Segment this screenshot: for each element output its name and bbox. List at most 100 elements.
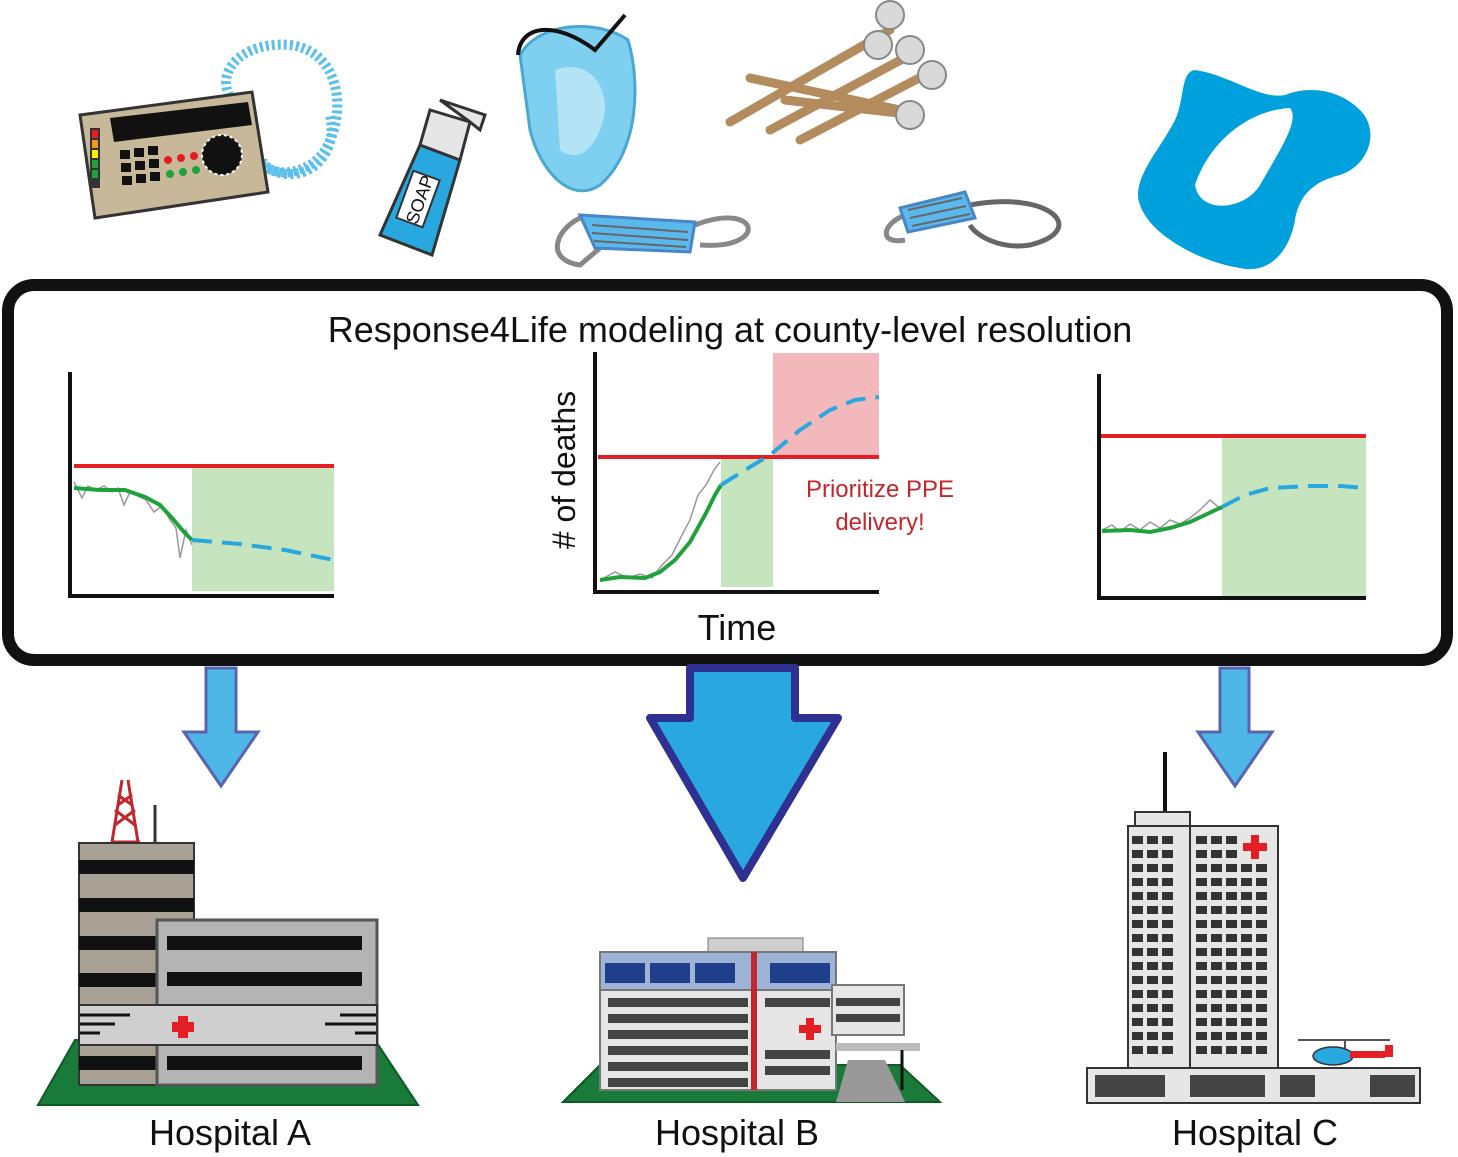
window: [1132, 878, 1143, 886]
safe-zone: [721, 457, 773, 587]
window: [1132, 1032, 1143, 1040]
window: [1226, 934, 1237, 942]
window: [1196, 892, 1207, 900]
window: [1226, 864, 1237, 872]
window: [1256, 906, 1267, 914]
window: [1226, 1018, 1237, 1026]
window: [1226, 836, 1237, 844]
window: [1132, 1004, 1143, 1012]
window: [1162, 1018, 1173, 1026]
window: [1211, 1032, 1222, 1040]
window: [1196, 934, 1207, 942]
safe-zone: [1222, 437, 1366, 597]
window: [1196, 962, 1207, 970]
window: [1211, 892, 1222, 900]
x-axis-label: Time: [698, 607, 777, 648]
forecast-line: [191, 538, 335, 562]
window: [1162, 1032, 1173, 1040]
window: [1132, 962, 1143, 970]
window: [1132, 1018, 1143, 1026]
window: [1147, 976, 1158, 984]
window: [1196, 878, 1207, 886]
window: [1256, 1018, 1267, 1026]
window: [1132, 920, 1143, 928]
window: [1211, 976, 1222, 984]
window: [1226, 976, 1237, 984]
down-arrow-icon: [646, 664, 842, 882]
window: [1241, 948, 1252, 956]
window: [1241, 1032, 1252, 1040]
window: [1211, 1004, 1222, 1012]
window: [1162, 864, 1173, 872]
window: [1226, 892, 1237, 900]
window: [1256, 990, 1267, 998]
window: [1241, 990, 1252, 998]
window: [1147, 892, 1158, 900]
window: [1211, 1046, 1222, 1054]
window: [1196, 976, 1207, 984]
forecast-line: [1221, 484, 1367, 509]
window: [1147, 934, 1158, 942]
window: [1211, 962, 1222, 970]
y-axis-label: # of deaths: [546, 391, 582, 549]
window: [1256, 1046, 1267, 1054]
window: [1162, 906, 1173, 914]
window: [1226, 1032, 1237, 1040]
window: [1226, 990, 1237, 998]
window: [1211, 906, 1222, 914]
forecast-line: [719, 395, 880, 487]
window: [1211, 850, 1222, 858]
window: [1162, 1004, 1173, 1012]
window: [1196, 1032, 1207, 1040]
window: [1147, 990, 1158, 998]
down-arrow-icon: [181, 666, 261, 789]
safe-zone: [192, 467, 334, 591]
window: [1211, 990, 1222, 998]
window: [1196, 1046, 1207, 1054]
window: [1256, 878, 1267, 886]
chart-right: [1097, 374, 1367, 600]
chart-middle: # of deaths Time Prioritize PPE delivery…: [546, 352, 954, 648]
window: [1162, 892, 1173, 900]
window: [1226, 920, 1237, 928]
window: [1241, 1004, 1252, 1012]
window: [1256, 920, 1267, 928]
window: [1147, 906, 1158, 914]
surgical-mask-icon: [883, 190, 1062, 249]
window: [1162, 878, 1173, 886]
window: [1241, 976, 1252, 984]
window: [1147, 864, 1158, 872]
window: [1196, 920, 1207, 928]
swab-icon: [725, 0, 947, 145]
hospital-a-label: Hospital A: [149, 1112, 311, 1153]
window: [1256, 1004, 1267, 1012]
hospital-building-icon: [1086, 752, 1421, 1104]
window: [1226, 906, 1237, 914]
window: [1162, 1046, 1173, 1054]
window: [1241, 962, 1252, 970]
down-arrow-icon: [1195, 666, 1275, 789]
window: [1162, 920, 1173, 928]
window: [1132, 976, 1143, 984]
window: [1162, 836, 1173, 844]
window: [1132, 1046, 1143, 1054]
window: [1147, 1032, 1158, 1040]
window: [1196, 1018, 1207, 1026]
window: [1256, 962, 1267, 970]
window: [1241, 864, 1252, 872]
fit-line: [599, 483, 723, 582]
window: [1211, 864, 1222, 872]
window: [1162, 990, 1173, 998]
window: [1132, 990, 1143, 998]
window: [1162, 948, 1173, 956]
window: [1241, 906, 1252, 914]
window: [1196, 850, 1207, 858]
window: [1147, 962, 1158, 970]
window: [1132, 906, 1143, 914]
window: [1147, 1018, 1158, 1026]
window: [1226, 1046, 1237, 1054]
window: [1226, 878, 1237, 886]
window: [1211, 934, 1222, 942]
ventilator-icon: [78, 39, 343, 220]
